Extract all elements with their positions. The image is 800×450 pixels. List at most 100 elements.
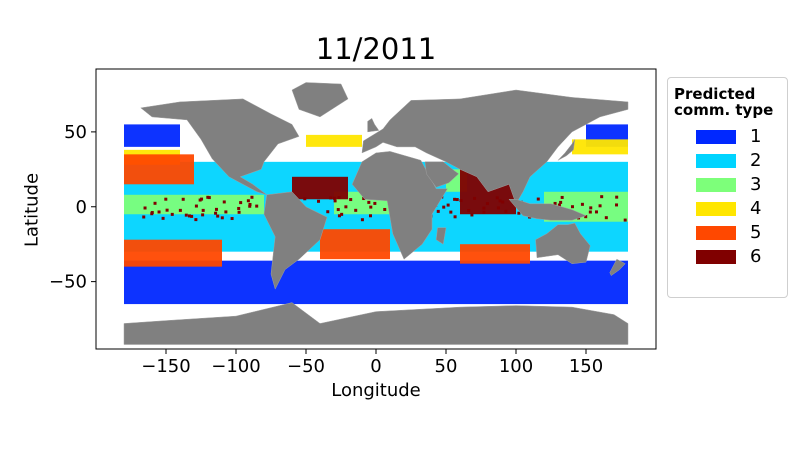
data-point	[373, 201, 377, 205]
land-new-zealand	[609, 258, 626, 276]
data-point	[337, 214, 341, 218]
data-point	[230, 217, 234, 221]
legend-swatch	[696, 154, 736, 168]
region-type-3	[124, 194, 264, 215]
data-point	[340, 212, 344, 216]
region-type-6	[292, 176, 348, 200]
legend-swatch	[696, 130, 736, 144]
data-point	[517, 211, 521, 215]
data-point	[383, 207, 387, 211]
data-point	[317, 199, 321, 203]
data-point	[495, 196, 499, 200]
x-tick-label: 50	[435, 356, 458, 377]
data-point	[329, 196, 333, 200]
land-africa	[351, 151, 448, 260]
data-point	[303, 197, 307, 201]
data-point	[557, 203, 561, 207]
data-point	[165, 208, 169, 212]
data-point	[600, 195, 604, 199]
x-tick-label: 0	[370, 356, 381, 377]
data-point	[367, 200, 371, 204]
data-point	[150, 212, 154, 216]
legend-label: 2	[750, 150, 762, 171]
land-north-america	[140, 98, 300, 196]
data-point	[201, 213, 205, 217]
legend-label: 5	[750, 222, 762, 243]
x-tick-label: −100	[211, 356, 260, 377]
data-point	[588, 210, 592, 214]
data-point	[214, 211, 218, 215]
data-point	[504, 209, 508, 213]
chart-title: 11/2011	[315, 32, 437, 66]
data-point	[157, 210, 161, 214]
data-point	[559, 200, 563, 204]
land-madagascar	[435, 227, 447, 245]
x-tick-label: 100	[499, 356, 533, 377]
data-point	[580, 202, 584, 206]
data-point	[455, 198, 459, 202]
data-point	[237, 206, 241, 210]
data-point	[184, 213, 188, 217]
legend-title-line-2: comm. type	[674, 101, 774, 119]
legend-item-2: 2	[696, 150, 786, 171]
data-point	[201, 208, 205, 212]
data-point	[360, 218, 364, 222]
data-point	[589, 206, 593, 210]
data-point	[153, 201, 157, 205]
y-axis-label: Latitude	[21, 172, 43, 248]
land-japan	[557, 139, 576, 161]
region-type-5	[460, 244, 530, 264]
land-indonesia	[508, 199, 587, 221]
data-point	[194, 204, 198, 208]
data-point	[142, 215, 146, 219]
data-point	[453, 215, 457, 219]
data-point	[362, 197, 366, 201]
data-point	[485, 202, 489, 206]
data-point	[198, 198, 202, 202]
data-point	[170, 212, 174, 216]
data-point	[246, 199, 250, 203]
region-type-4	[572, 139, 628, 155]
legend-item-5: 5	[696, 222, 786, 243]
data-point	[337, 196, 341, 200]
data-point	[161, 216, 165, 220]
data-point	[496, 206, 500, 210]
data-point	[164, 197, 168, 201]
data-point	[224, 210, 228, 214]
data-point	[344, 205, 348, 209]
data-point	[333, 199, 337, 203]
data-point	[248, 202, 252, 206]
land-antarctica	[123, 302, 629, 345]
legend-label: 6	[750, 246, 762, 267]
data-point	[336, 208, 340, 212]
data-point	[446, 203, 450, 207]
data-point	[181, 197, 185, 201]
legend-item-3: 3	[696, 174, 786, 195]
data-point	[594, 210, 598, 214]
region-type-5	[124, 154, 194, 185]
land-uk	[367, 118, 380, 133]
legend-swatch	[696, 226, 736, 240]
data-point	[143, 206, 147, 210]
data-point	[570, 205, 574, 209]
data-point	[598, 204, 602, 208]
land-masses	[123, 82, 629, 345]
legend-title-line-1: Predicted	[674, 85, 756, 103]
data-point	[188, 214, 192, 218]
data-point	[615, 195, 619, 199]
data-point	[449, 210, 453, 214]
data-point	[482, 210, 486, 214]
data-point	[214, 207, 218, 211]
x-tick-label: −150	[141, 356, 190, 377]
data-point	[207, 196, 211, 200]
y-tick-label: 50	[64, 122, 87, 143]
region-type-1	[124, 124, 180, 147]
data-point	[615, 203, 619, 207]
data-point	[442, 205, 446, 209]
land-south-america	[263, 191, 328, 290]
data-point	[436, 209, 440, 213]
legend-item-4: 4	[696, 198, 786, 219]
data-point	[326, 210, 330, 214]
